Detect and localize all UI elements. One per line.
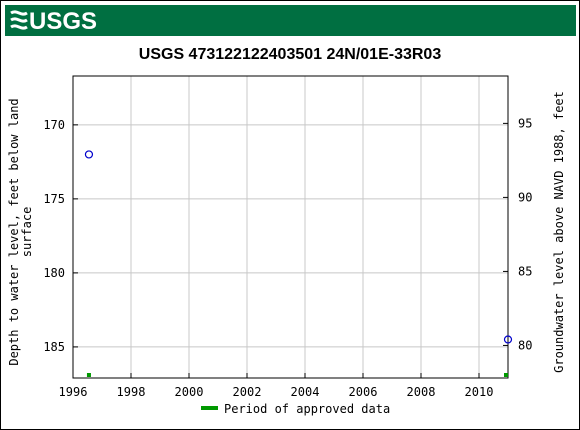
x-tick-label: 2006 <box>349 385 378 399</box>
x-tick-label: 2010 <box>465 385 494 399</box>
y-left-tick-label: 175 <box>43 192 65 206</box>
x-tick-label: 1996 <box>59 385 88 399</box>
logo-wave-icon <box>10 10 28 30</box>
approved-period-mark <box>86 373 91 377</box>
x-tick-label: 1998 <box>117 385 146 399</box>
y-right-tick-label: 95 <box>518 116 532 130</box>
legend-label: Period of approved data <box>224 402 390 416</box>
y-left-tick-label: 170 <box>43 118 65 132</box>
y-right-tick-label: 80 <box>518 338 532 352</box>
x-axis: 1996 1998 2000 2002 2004 2006 2008 2010 <box>59 373 494 399</box>
y-axis-left-label-line2: surface <box>20 207 34 258</box>
y-axis-left: 170 175 180 185 <box>43 118 78 354</box>
y-right-tick-label: 85 <box>518 264 532 278</box>
plot-area <box>72 75 509 379</box>
y-axis-left-label-line1: Depth to water level, feet below land <box>7 98 21 365</box>
chart-title: USGS 473122122403501 24N/01E-33R03 <box>139 46 442 63</box>
x-tick-label: 2008 <box>407 385 436 399</box>
usgs-logo: USGS <box>10 8 97 34</box>
legend-swatch <box>201 406 218 410</box>
data-points <box>84 150 513 344</box>
usgs-banner: USGS <box>5 5 576 36</box>
logo-text: USGS <box>29 8 97 34</box>
approved-period-mark <box>504 373 508 377</box>
x-tick-label: 2004 <box>291 385 320 399</box>
x-tick-label: 2002 <box>233 385 262 399</box>
data-point <box>84 150 94 159</box>
data-point <box>503 335 513 344</box>
y-axis-right: 95 90 85 80 <box>503 116 532 352</box>
legend: Period of approved data <box>201 402 390 416</box>
approved-periods <box>86 373 508 377</box>
y-left-tick-label: 185 <box>43 340 65 354</box>
y-axis-right-label: Groundwater level above NAVD 1988, feet <box>552 91 566 373</box>
y-right-tick-label: 90 <box>518 190 532 204</box>
y-left-tick-label: 180 <box>43 266 65 280</box>
grid <box>72 76 508 378</box>
x-tick-label: 2000 <box>175 385 204 399</box>
